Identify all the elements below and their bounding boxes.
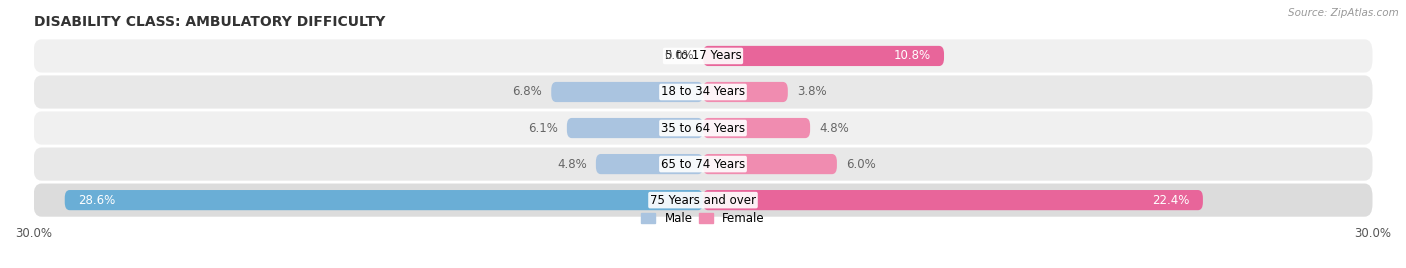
FancyBboxPatch shape xyxy=(34,75,1372,109)
Text: Source: ZipAtlas.com: Source: ZipAtlas.com xyxy=(1288,8,1399,18)
FancyBboxPatch shape xyxy=(703,82,787,102)
Text: 75 Years and over: 75 Years and over xyxy=(650,193,756,207)
FancyBboxPatch shape xyxy=(34,39,1372,73)
Text: 6.8%: 6.8% xyxy=(513,85,543,99)
Text: 6.0%: 6.0% xyxy=(846,158,876,170)
FancyBboxPatch shape xyxy=(34,111,1372,145)
FancyBboxPatch shape xyxy=(567,118,703,138)
Text: DISABILITY CLASS: AMBULATORY DIFFICULTY: DISABILITY CLASS: AMBULATORY DIFFICULTY xyxy=(34,15,385,29)
Legend: Male, Female: Male, Female xyxy=(641,212,765,225)
Text: 4.8%: 4.8% xyxy=(557,158,586,170)
Text: 4.8%: 4.8% xyxy=(820,121,849,135)
Text: 35 to 64 Years: 35 to 64 Years xyxy=(661,121,745,135)
FancyBboxPatch shape xyxy=(703,154,837,174)
Text: 0.0%: 0.0% xyxy=(665,50,695,62)
FancyBboxPatch shape xyxy=(34,184,1372,217)
FancyBboxPatch shape xyxy=(596,154,703,174)
Text: 28.6%: 28.6% xyxy=(79,193,115,207)
Text: 65 to 74 Years: 65 to 74 Years xyxy=(661,158,745,170)
FancyBboxPatch shape xyxy=(34,147,1372,181)
FancyBboxPatch shape xyxy=(703,46,943,66)
Text: 22.4%: 22.4% xyxy=(1152,193,1189,207)
Text: 5 to 17 Years: 5 to 17 Years xyxy=(665,50,741,62)
FancyBboxPatch shape xyxy=(703,190,1204,210)
FancyBboxPatch shape xyxy=(551,82,703,102)
FancyBboxPatch shape xyxy=(65,190,703,210)
Text: 18 to 34 Years: 18 to 34 Years xyxy=(661,85,745,99)
Text: 6.1%: 6.1% xyxy=(529,121,558,135)
Text: 3.8%: 3.8% xyxy=(797,85,827,99)
Text: 10.8%: 10.8% xyxy=(893,50,931,62)
FancyBboxPatch shape xyxy=(703,118,810,138)
